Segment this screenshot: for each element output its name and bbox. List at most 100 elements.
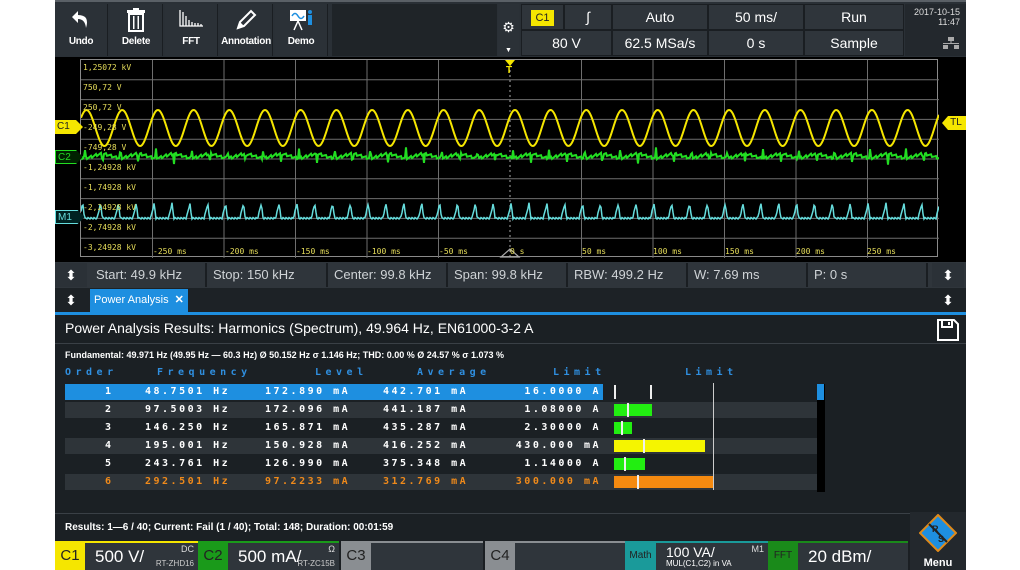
sample-rate-button[interactable]: 62.5 MSa/s [612,30,708,56]
fft-span[interactable]: Span: 99.8 kHz [448,263,568,287]
cell-average: 375.348 mA [383,458,469,469]
timebase-button[interactable]: 50 ms/ [708,4,804,30]
table-row[interactable]: 5 243.761 Hz 126.990 mA 375.348 mA 1.14000 A [65,456,817,472]
rising-edge-icon: ∫ [586,9,590,25]
fft-settings-bar: ⬍ Start: 49.9 kHz Stop: 150 kHz Center: … [55,262,966,288]
math-settings[interactable]: 100 VA/ M1 MUL(C1,C2) in VA [656,541,768,570]
average-marker [623,457,626,471]
save-icon[interactable] [937,319,959,346]
table-row[interactable]: 6 292.501 Hz 97.2233 mA 312.769 mA 300.000 m… [65,474,817,490]
cell-limit: 300.000 mA [515,476,601,487]
cell-average: 441.187 mA [383,404,469,415]
math-tab[interactable]: Math [625,541,656,570]
channel-c3-tab[interactable]: C3 [341,541,371,570]
limit-bar [614,458,646,470]
x-axis-label: -150 ms [296,247,330,256]
average-marker [643,439,646,453]
settings-button[interactable]: ⚙ ▼ [498,4,519,56]
results-scrollbar[interactable] [817,384,825,492]
y-axis-label: -3,24928 kV [83,243,136,252]
cell-average: 435.287 mA [383,422,469,433]
cell-level: 165.871 mA [265,422,351,433]
table-row[interactable]: 4 195.001 Hz 150.928 mA 416.252 mA 430.000 m… [65,438,817,454]
waveform-display[interactable]: T 1,25072 kV 750,72 V 250,72 V -249,28 V… [55,57,966,262]
table-row[interactable]: 1 48.7501 Hz 172.890 mA 442.701 mA 16.0000 A [65,384,817,400]
svg-text:S: S [938,534,944,544]
table-row[interactable]: 2 97.5003 Hz 172.096 mA 441.187 mA 1.08000 A [65,402,817,418]
channel-c2-tab[interactable]: C2 [198,541,228,570]
x-axis-label: -100 ms [367,247,401,256]
channel-c1-tab[interactable]: C1 [55,541,85,570]
limit-line [713,383,714,490]
undo-button[interactable]: Undo [55,4,108,56]
annotation-button[interactable]: Annotation [220,4,273,56]
average-marker [650,385,653,399]
table-row[interactable]: 3 146.250 Hz 165.871 mA 435.287 mA 2.30000 A [65,420,817,436]
graticule [80,59,939,258]
fft-center-frequency[interactable]: Center: 99.8 kHz [328,263,448,287]
limit-bar-area [603,474,817,490]
m1-offset-marker[interactable]: M1 [55,210,85,224]
c2-offset-marker[interactable]: C2 [55,150,83,164]
horizontal-position-button[interactable]: 0 s [708,30,804,56]
channel-c4-settings[interactable] [515,541,625,570]
channel-c3-settings[interactable] [371,541,483,570]
fft-button[interactable]: FFT [165,4,218,56]
y-axis-label: -249,28 V [83,123,127,132]
fft-tab[interactable]: FFT [768,541,798,570]
cell-frequency: 97.5003 Hz [145,404,231,415]
cell-limit: 1.08000 A [524,404,601,415]
fft-start-frequency[interactable]: Start: 49.9 kHz [90,263,207,287]
cell-average: 442.701 mA [383,386,469,397]
power-analysis-results: Power Analysis Results: Harmonics (Spect… [55,315,966,540]
expand-collapse-button-right[interactable]: ⬍ [932,263,964,287]
results-footer: Results: 1—6 / 40; Current: Fail (1 / 40… [65,522,394,533]
limit-bar-area [603,384,817,400]
expand-collapse-button[interactable]: ⬍ [55,263,87,287]
fft-rbw[interactable]: RBW: 499.2 Hz [568,263,688,287]
c1-scale: 500 V/ [95,547,145,566]
acquisition-mode-button[interactable]: Sample [804,30,904,56]
tab-label: Power Analysis [94,294,169,306]
fft-stop-frequency[interactable]: Stop: 150 kHz [207,263,328,287]
channel-c1-settings[interactable]: 500 V/ DC RT-ZHD16 [85,541,198,570]
trigger-level-marker[interactable]: TL [942,116,966,130]
limit-bar-area [603,438,817,454]
cell-frequency: 195.001 Hz [145,440,231,451]
demo-button[interactable]: Demo [275,4,328,56]
c1-offset-marker[interactable]: C1 [55,120,83,134]
tab-power-analysis[interactable]: Power Analysis ✕ [90,289,188,312]
limit-bar-area [603,402,817,418]
channel-c4-tab[interactable]: C4 [485,541,515,570]
trigger-mode-button[interactable]: Auto [612,4,708,30]
trigger-position-marker[interactable]: T [506,65,513,76]
delete-button[interactable]: Delete [110,4,163,56]
panel-resize-button-right[interactable]: ⬍ [932,288,964,312]
trigger-source-button[interactable]: C1 [521,4,564,30]
y-axis-label: 750,72 V [83,83,122,92]
fft-settings[interactable]: 20 dBm/ [798,541,908,570]
scrollbar-thumb[interactable] [817,384,824,400]
channel-c2-settings[interactable]: 500 mA/ Ω RT-ZC15B [228,541,339,570]
trigger-slope-button[interactable]: ∫ [564,4,612,30]
date: 2017-10-15 [913,7,960,17]
up-down-arrows-icon: ⬍ [942,292,954,308]
fft-window[interactable]: W: 7.69 ms [688,263,808,287]
trigger-level-button[interactable]: 80 V [521,30,612,56]
cell-limit: 1.14000 A [524,458,601,469]
cell-level: 97.2233 mA [265,476,351,487]
close-icon[interactable]: ✕ [174,294,184,306]
cell-limit: 16.0000 A [524,386,601,397]
column-header-order: Order [65,367,118,378]
c2-scale: 500 mA/ [238,547,302,566]
run-stop-button[interactable]: Run [804,4,904,30]
time: 11:47 [938,17,960,27]
average-marker [636,475,639,489]
cell-level: 172.890 mA [265,386,351,397]
panel-resize-button[interactable]: ⬍ [55,288,87,312]
fft-scale: 20 dBm/ [808,547,872,566]
fft-position[interactable]: P: 0 s [808,263,928,287]
cell-order: 3 [105,422,114,433]
column-header-limit: Limit [553,367,606,378]
